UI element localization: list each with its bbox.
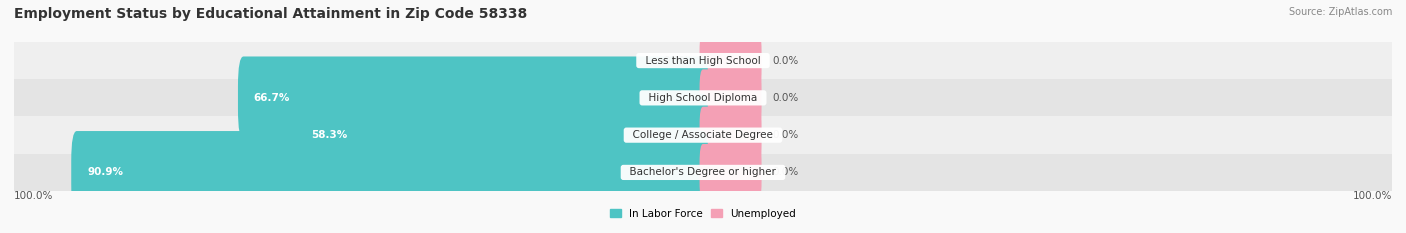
FancyBboxPatch shape bbox=[700, 69, 762, 126]
Bar bbox=[14, 116, 1392, 154]
Text: Source: ZipAtlas.com: Source: ZipAtlas.com bbox=[1288, 7, 1392, 17]
Legend: In Labor Force, Unemployed: In Labor Force, Unemployed bbox=[610, 209, 796, 219]
Text: Bachelor's Degree or higher: Bachelor's Degree or higher bbox=[623, 168, 783, 177]
FancyBboxPatch shape bbox=[295, 94, 709, 177]
Text: 66.7%: 66.7% bbox=[254, 93, 290, 103]
Text: 0.0%: 0.0% bbox=[664, 56, 689, 65]
Text: 0.0%: 0.0% bbox=[772, 93, 799, 103]
Text: 90.9%: 90.9% bbox=[87, 168, 124, 177]
Text: Employment Status by Educational Attainment in Zip Code 58338: Employment Status by Educational Attainm… bbox=[14, 7, 527, 21]
Text: 0.0%: 0.0% bbox=[772, 56, 799, 65]
Text: 0.0%: 0.0% bbox=[772, 168, 799, 177]
Text: High School Diploma: High School Diploma bbox=[643, 93, 763, 103]
Bar bbox=[14, 79, 1392, 116]
Text: Less than High School: Less than High School bbox=[638, 56, 768, 65]
FancyBboxPatch shape bbox=[700, 107, 762, 164]
Bar bbox=[14, 154, 1392, 191]
Text: 100.0%: 100.0% bbox=[1353, 191, 1392, 201]
Text: 0.0%: 0.0% bbox=[772, 130, 799, 140]
Text: College / Associate Degree: College / Associate Degree bbox=[626, 130, 780, 140]
FancyBboxPatch shape bbox=[238, 56, 709, 139]
Bar bbox=[14, 42, 1392, 79]
Text: 58.3%: 58.3% bbox=[312, 130, 347, 140]
Text: 100.0%: 100.0% bbox=[14, 191, 53, 201]
FancyBboxPatch shape bbox=[700, 32, 762, 89]
FancyBboxPatch shape bbox=[72, 131, 709, 214]
FancyBboxPatch shape bbox=[700, 144, 762, 201]
